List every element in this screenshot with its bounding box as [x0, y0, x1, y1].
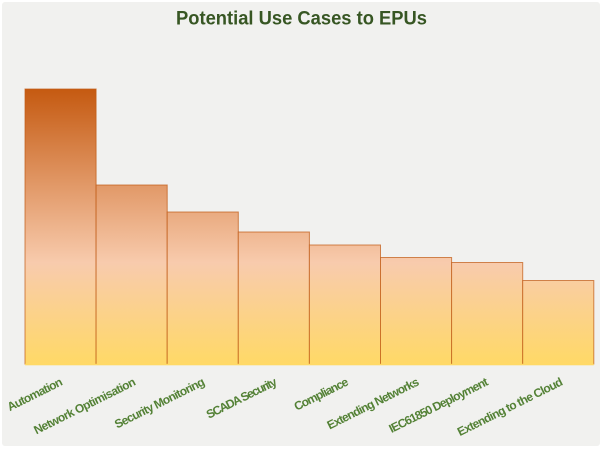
svg-text:Potential Use Cases to EPUs: Potential Use Cases to EPUs: [176, 9, 427, 30]
